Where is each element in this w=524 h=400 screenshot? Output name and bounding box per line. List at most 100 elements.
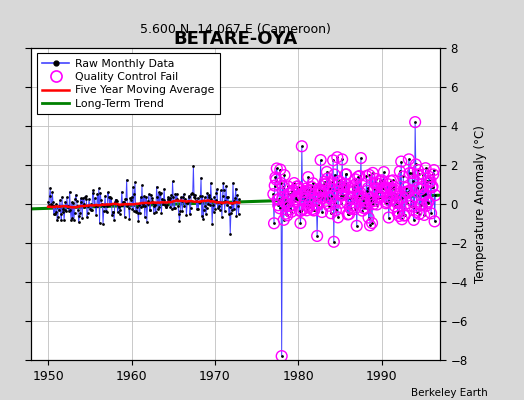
Point [95, 185, 103, 192]
Point [91, 202, 100, 209]
Point [295, 185, 303, 192]
Point [187, 190, 195, 197]
Point [303, 203, 312, 210]
Point [272, 176, 280, 183]
Point [280, 172, 289, 178]
Point [140, 214, 149, 220]
Point [397, 158, 406, 165]
Point [334, 214, 342, 220]
Point [100, 208, 108, 214]
Point [350, 188, 358, 194]
Point [69, 200, 78, 207]
Point [355, 192, 363, 199]
Point [381, 185, 389, 191]
Point [85, 206, 94, 212]
Point [232, 213, 241, 219]
Point [125, 205, 133, 212]
Point [427, 210, 435, 216]
Point [360, 198, 368, 205]
Point [155, 204, 163, 211]
Point [112, 196, 120, 203]
Point [356, 189, 364, 196]
Point [298, 143, 306, 150]
Point [390, 184, 398, 190]
Point [334, 181, 343, 188]
Point [74, 207, 82, 214]
Point [346, 204, 354, 211]
Point [380, 169, 388, 175]
Point [320, 181, 328, 188]
Point [123, 177, 131, 183]
Point [321, 178, 329, 185]
Point [180, 191, 188, 198]
Point [362, 205, 370, 212]
Point [414, 171, 423, 178]
Point [78, 199, 86, 205]
Point [116, 206, 125, 213]
Point [310, 207, 318, 214]
Point [61, 199, 70, 205]
Point [318, 209, 326, 215]
Point [217, 200, 225, 206]
Point [335, 178, 344, 184]
Point [271, 174, 280, 181]
Point [309, 180, 317, 186]
Point [289, 202, 297, 208]
Point [157, 190, 165, 196]
Point [128, 206, 136, 212]
Point [49, 211, 58, 217]
Point [179, 194, 187, 200]
Point [50, 203, 59, 209]
Point [400, 212, 408, 219]
Point [170, 205, 179, 211]
Point [366, 222, 374, 228]
Point [229, 180, 237, 186]
Point [106, 194, 114, 201]
Point [421, 165, 430, 171]
Point [408, 198, 416, 204]
Point [89, 190, 97, 197]
Point [421, 191, 429, 198]
Point [385, 214, 393, 221]
Point [366, 198, 375, 205]
Point [315, 186, 323, 192]
Point [71, 196, 80, 202]
Point [312, 190, 320, 196]
Point [328, 179, 336, 186]
Point [203, 190, 212, 197]
Point [270, 182, 279, 189]
Point [295, 185, 303, 192]
Point [84, 203, 93, 210]
Point [412, 161, 420, 168]
Point [130, 191, 138, 198]
Point [72, 198, 81, 204]
Point [428, 184, 436, 191]
Point [339, 191, 347, 198]
Point [294, 186, 302, 192]
Point [206, 202, 214, 208]
Point [314, 187, 323, 194]
Point [279, 183, 287, 190]
Point [406, 187, 414, 193]
Point [313, 233, 321, 239]
Point [220, 187, 228, 193]
Point [342, 171, 351, 178]
Point [322, 198, 330, 204]
Point [422, 202, 430, 209]
Point [336, 200, 345, 206]
Point [395, 213, 403, 219]
Point [375, 181, 383, 187]
Point [224, 194, 232, 200]
Point [278, 353, 286, 359]
Point [159, 197, 168, 203]
Point [100, 203, 108, 210]
Point [66, 188, 74, 195]
Point [176, 218, 184, 224]
Point [298, 192, 307, 198]
Point [367, 195, 376, 201]
Point [410, 217, 418, 223]
Point [412, 209, 421, 215]
Point [89, 187, 97, 194]
Point [402, 189, 411, 196]
Point [414, 167, 422, 173]
